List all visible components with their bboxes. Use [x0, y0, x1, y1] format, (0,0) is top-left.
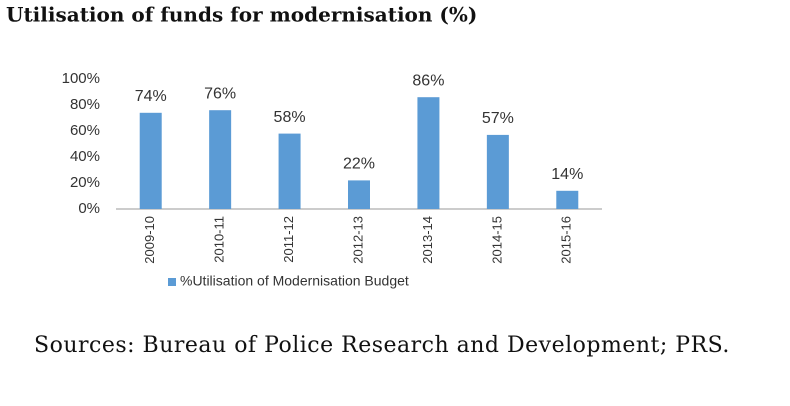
y-tick-label: 0%: [78, 200, 100, 217]
bar: [348, 180, 370, 209]
bar: [278, 133, 301, 209]
chart: Utilisation of funds for modernisation (…: [6, 3, 602, 289]
data-label: 74%: [135, 88, 167, 105]
y-tick-label: 60%: [70, 122, 100, 139]
x-tick-label: 2014-15: [489, 216, 504, 264]
bar: [556, 190, 579, 209]
y-tick-label: 20%: [70, 174, 100, 191]
y-tick-label: 80%: [70, 96, 100, 113]
bar: [486, 134, 509, 209]
bar: [139, 112, 162, 209]
bar: [209, 110, 232, 209]
data-label: 57%: [482, 110, 514, 127]
source-note: Sources: Bureau of Police Research and D…: [34, 333, 730, 358]
x-tick-label: 2010-11: [212, 216, 227, 263]
x-tick-label: 2012-13: [350, 216, 365, 264]
legend-swatch: [168, 278, 176, 286]
y-tick-label: 40%: [70, 148, 100, 165]
y-tick-label: 100%: [62, 70, 100, 87]
data-label: 76%: [204, 85, 236, 102]
legend-label: %Utilisation of Modernisation Budget: [180, 273, 409, 289]
data-label: 58%: [274, 109, 306, 126]
x-tick-label: 2013-14: [420, 216, 435, 264]
x-tick-label: 2015-16: [559, 216, 574, 264]
data-label: 14%: [551, 166, 583, 183]
data-label: 86%: [412, 72, 444, 89]
data-label: 22%: [343, 156, 375, 173]
x-tick-label: 2009-10: [142, 216, 157, 264]
chart-title: Utilisation of funds for modernisation (…: [6, 3, 477, 27]
x-tick-label: 2011-12: [281, 216, 296, 263]
bar: [417, 97, 440, 209]
